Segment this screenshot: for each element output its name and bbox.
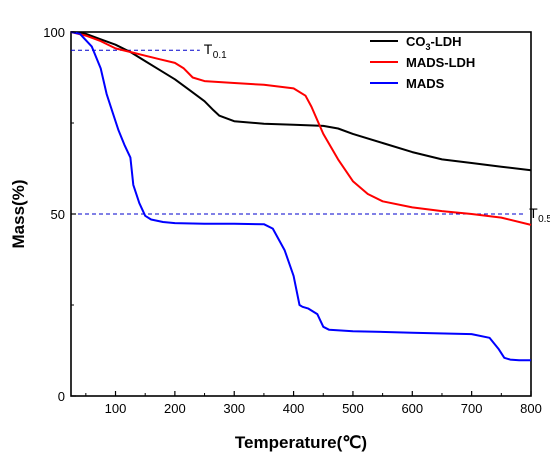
x-tick-label: 100 — [105, 401, 127, 416]
reference-label-subscript: 0.5 — [538, 214, 550, 225]
x-axis-title: Temperature(℃) — [235, 433, 367, 452]
series-line — [70, 31, 532, 226]
legend-label: CO — [406, 34, 426, 49]
x-tick-label: 700 — [461, 401, 483, 416]
legend-label: MADS-LDH — [406, 55, 475, 70]
x-tick-label: 800 — [520, 401, 542, 416]
reference-label: T — [529, 205, 538, 221]
reference-label: T — [204, 41, 213, 57]
y-tick-label: 50 — [51, 207, 65, 222]
x-tick-label: 500 — [342, 401, 364, 416]
x-tick-label: 600 — [401, 401, 423, 416]
y-tick-label: 0 — [58, 389, 65, 404]
series-lines — [70, 31, 532, 362]
y-tick-label: 100 — [43, 25, 65, 40]
series-line — [70, 31, 531, 362]
x-axis-ticks: 100 200 300 400 500 600 700 800 — [85, 391, 542, 416]
x-tick-label: 300 — [223, 401, 245, 416]
legend-label-subscript: 3 — [426, 42, 431, 52]
y-axis-ticks: 0 50 100 — [43, 25, 76, 404]
reference-lines: T 0.1T 0.5 — [71, 41, 550, 225]
series-line — [70, 31, 532, 172]
x-tick-label: 400 — [283, 401, 305, 416]
legend: CO 3 -LDH MADS-LDH MADS — [370, 34, 475, 91]
reference-label-subscript: 0.1 — [213, 50, 227, 61]
x-tick-label: 200 — [164, 401, 186, 416]
legend-label-rest: -LDH — [431, 34, 462, 49]
legend-label: MADS — [406, 76, 445, 91]
y-axis-title: Mass(%) — [9, 180, 28, 249]
